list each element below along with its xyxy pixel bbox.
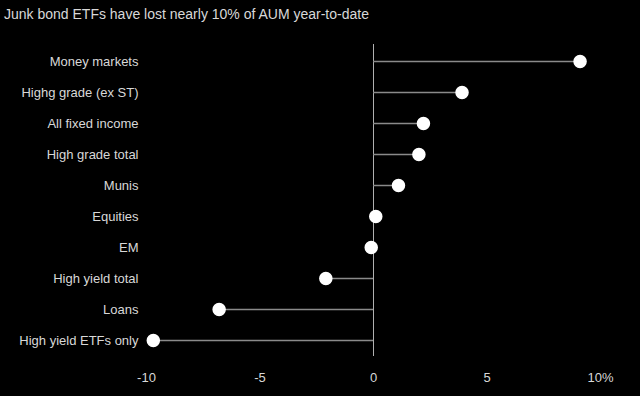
svg-text:0: 0 (370, 370, 377, 385)
svg-text:Equities: Equities (92, 209, 139, 224)
html-text:Junk bond ETFs have lost nearl: Junk bond ETFs have lost nearly 10% of A… (4, 6, 369, 22)
svg-text:Loans: Loans (103, 302, 139, 317)
svg-text:High grade total: High grade total (47, 147, 139, 162)
svg-text:-5: -5 (254, 370, 266, 385)
svg-text:-10: -10 (137, 370, 156, 385)
svg-text:EM: EM (119, 240, 139, 255)
svg-text:Money markets: Money markets (50, 54, 139, 69)
svg-text:All fixed income: All fixed income (47, 116, 138, 131)
svg-text:Highg grade (ex ST): Highg grade (ex ST) (21, 85, 138, 100)
svg-text:Munis: Munis (104, 178, 139, 193)
svg-text:High yield ETFs only: High yield ETFs only (19, 333, 139, 348)
svg-text:10%: 10% (587, 370, 613, 385)
svg-text:5: 5 (483, 370, 490, 385)
svg-text:High yield total: High yield total (53, 271, 138, 286)
